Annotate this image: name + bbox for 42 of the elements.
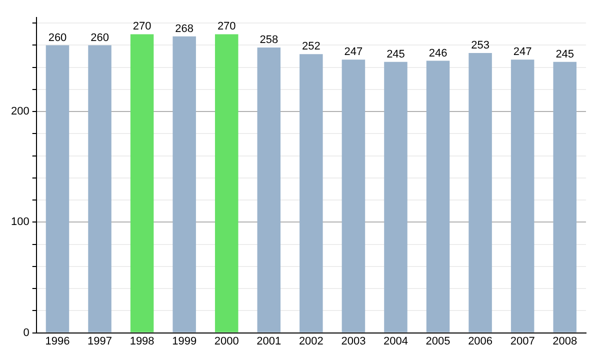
- data-label: 270: [217, 20, 236, 33]
- y-tick-label: 0: [23, 326, 30, 339]
- x-tick-label: 2003: [341, 335, 366, 348]
- x-tick-label: 2002: [298, 335, 324, 348]
- data-label: 260: [90, 32, 109, 44]
- data-label: 245: [386, 48, 405, 60]
- y-tick-label: 200: [10, 106, 30, 118]
- bar: [510, 60, 534, 332]
- x-tick-label: 2000: [214, 335, 239, 348]
- x-tick-label: 2006: [468, 335, 493, 348]
- bar: [172, 36, 196, 332]
- bar: [130, 34, 154, 332]
- x-tick-label: 1996: [45, 335, 70, 348]
- data-label: 260: [48, 32, 67, 44]
- data-label: 246: [428, 47, 448, 60]
- bar: [468, 52, 492, 332]
- bar: [300, 54, 323, 332]
- x-tick-label: 1998: [130, 335, 154, 348]
- x-tick-label: 2008: [552, 335, 578, 348]
- data-label: 268: [175, 22, 194, 35]
- x-tick-label: 2007: [510, 335, 535, 348]
- data-label: 270: [132, 20, 152, 33]
- bar: [384, 62, 408, 332]
- data-label: 253: [471, 40, 490, 52]
- bar: [426, 60, 450, 332]
- data-label: 247: [344, 46, 363, 58]
- x-tick-label: 2001: [256, 335, 282, 348]
- bar: [46, 45, 70, 332]
- x-tick-label: 2004: [383, 335, 408, 348]
- data-label: 252: [302, 40, 320, 53]
- y-tick-label: 100: [10, 216, 30, 228]
- bar: [257, 47, 281, 332]
- x-tick-label: 1997: [88, 335, 112, 348]
- bar: [342, 60, 366, 332]
- data-label: 245: [556, 48, 574, 60]
- data-label: 258: [260, 34, 278, 46]
- x-tick-label: 2005: [426, 335, 450, 348]
- data-label: 247: [513, 46, 532, 58]
- bar: [214, 34, 238, 332]
- bar: [553, 62, 576, 332]
- bar: [88, 45, 112, 332]
- x-tick-label: 1999: [172, 335, 197, 348]
